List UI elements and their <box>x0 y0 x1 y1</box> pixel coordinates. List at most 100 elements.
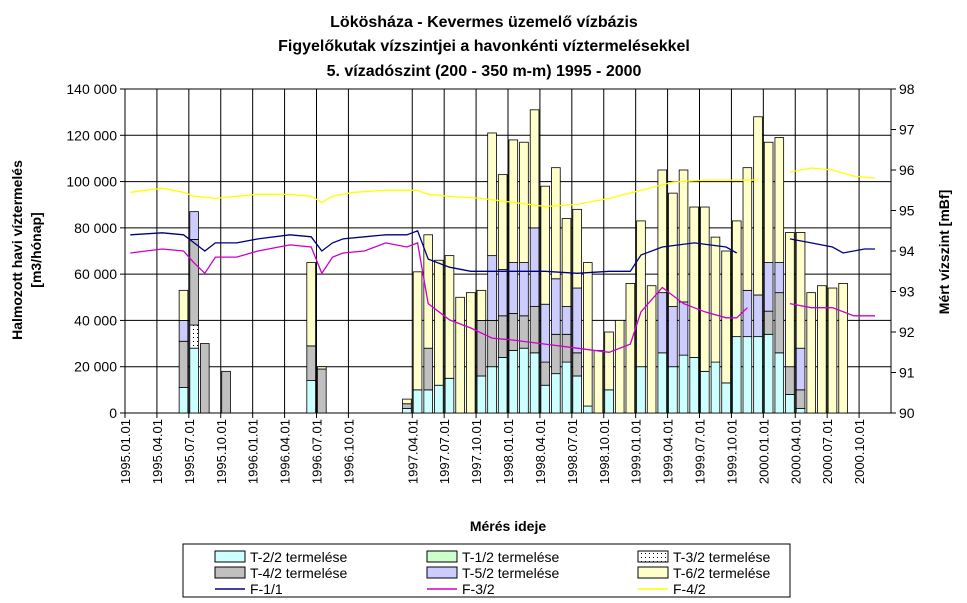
y2-tick-label: 96 <box>899 162 915 178</box>
chart-title: Lökösháza - Kevermes üzemelő vízbázis Fi… <box>278 14 690 80</box>
line-F-4/2 <box>130 167 876 208</box>
bar-segment <box>795 232 806 349</box>
legend-box <box>182 543 791 598</box>
x-tick-label: 1999.07.01 <box>693 419 708 484</box>
bar-segment <box>423 389 433 414</box>
y2-tick-label: 95 <box>899 203 915 219</box>
bar-segment <box>529 306 540 354</box>
bar-segment <box>412 271 423 391</box>
bar-segment <box>540 303 550 363</box>
line-F-3/2 <box>130 242 875 353</box>
bar-segment <box>200 343 210 414</box>
chart-title-line-2: Figyelőkutak vízszintjei a havonkénti ví… <box>278 38 690 55</box>
bar-segment <box>763 262 774 312</box>
bar-segment <box>657 292 668 354</box>
bar-segment <box>306 345 316 381</box>
y2-tick-label: 98 <box>899 81 915 97</box>
y-tick-label: 0 <box>109 405 117 421</box>
bar-segment <box>317 366 327 370</box>
legend-swatch <box>214 566 246 579</box>
y-axis-title-line-1: Halmozott havi víztermelés <box>9 160 25 340</box>
bar-segment <box>614 320 625 414</box>
bar-segment <box>668 192 678 307</box>
bar-segment <box>763 310 774 335</box>
bar-segment <box>551 167 561 280</box>
x-tick-label: 1999.04.01 <box>661 419 676 484</box>
legend-label: F-1/1 <box>250 581 283 597</box>
bar-segment <box>763 333 774 414</box>
bar-segment <box>497 269 508 317</box>
bar-segment <box>508 262 519 314</box>
bar-segment <box>561 306 572 335</box>
bar-segment <box>561 218 572 307</box>
bar-segment <box>189 239 199 326</box>
line-F-1/1 <box>130 229 875 274</box>
bar-segment <box>306 262 316 347</box>
bar-segment <box>795 347 806 391</box>
bar-segment <box>508 350 519 414</box>
bar-segment <box>795 407 806 414</box>
bar-segment <box>423 234 433 349</box>
bar-segment <box>657 169 668 294</box>
y2-axis-title: Mért vízszint [mBf] <box>936 190 952 314</box>
bar-segment <box>604 389 614 414</box>
bar-segment <box>487 320 497 368</box>
x-tick-label: 1996.04.01 <box>278 419 293 484</box>
x-tick-label: 1997.07.01 <box>437 419 452 484</box>
bar-segment <box>476 375 487 414</box>
bar-segment <box>785 366 795 395</box>
bar-segment <box>402 407 412 414</box>
bar-segment <box>678 301 689 356</box>
bar-segment <box>731 220 742 338</box>
x-tick-label: 2000.10.01 <box>852 419 867 484</box>
level-lines <box>130 167 876 353</box>
bar-segment <box>742 336 753 414</box>
bar-segment <box>519 315 529 349</box>
y2-tick-label: 91 <box>899 365 915 381</box>
bar-segment <box>434 259 444 386</box>
legend-label: T-3/2 termelése <box>673 549 770 565</box>
bar-segment <box>668 306 678 368</box>
bar-segment <box>551 278 561 335</box>
x-tick-label: 2000.01.01 <box>756 419 771 484</box>
legend-label: F-3/2 <box>462 581 495 597</box>
bar-segment <box>529 227 540 307</box>
bar-segment <box>636 220 646 368</box>
x-tick-label: 1998.07.01 <box>565 419 580 484</box>
legend-label: F-4/2 <box>673 581 706 597</box>
bar-segment <box>476 320 487 377</box>
y2-tick-label: 92 <box>899 324 915 340</box>
y2-tick-label: 90 <box>899 405 915 421</box>
bar-segment <box>455 296 465 414</box>
bar-segment <box>317 368 327 414</box>
bar-segment <box>178 340 189 388</box>
x-tick-label: 1996.01.01 <box>246 419 261 484</box>
x-axis: 1995.01.01 1995.04.01 1995.07.01 1995.10.01… <box>118 413 867 484</box>
bar-segment <box>423 347 433 391</box>
bar-segment <box>572 375 582 414</box>
bar-segment <box>572 208 582 289</box>
gridlines <box>124 89 891 413</box>
legend-swatch <box>426 566 458 579</box>
bar-segment <box>497 357 508 414</box>
legend-label: T-6/2 termelése <box>673 565 770 581</box>
bar-segment <box>466 292 476 414</box>
y-axis-title-line-2: [m3/hónap] <box>28 212 44 287</box>
chart-title-line-3: 5. vízadószint (200 - 350 m-m) 1995 - 20… <box>327 63 642 80</box>
bar-segment <box>731 336 742 414</box>
bar-segment <box>785 232 795 368</box>
x-tick-label: 1996.07.01 <box>310 419 325 484</box>
bar-segment <box>774 352 785 414</box>
bar-segment <box>700 206 710 372</box>
bar-segment <box>774 292 785 354</box>
x-tick-label: 1998.04.01 <box>533 419 548 484</box>
bar-segment <box>710 361 721 414</box>
y-tick-label: 120 000 <box>66 127 117 143</box>
x-tick-label: 1996.10.01 <box>341 419 356 484</box>
legend-swatch <box>637 566 669 579</box>
x-tick-label: 1997.10.01 <box>469 419 484 484</box>
bar-segment <box>189 211 199 240</box>
bar-segment <box>625 282 636 414</box>
bar-segment <box>753 336 763 414</box>
bar-segment <box>551 373 561 414</box>
